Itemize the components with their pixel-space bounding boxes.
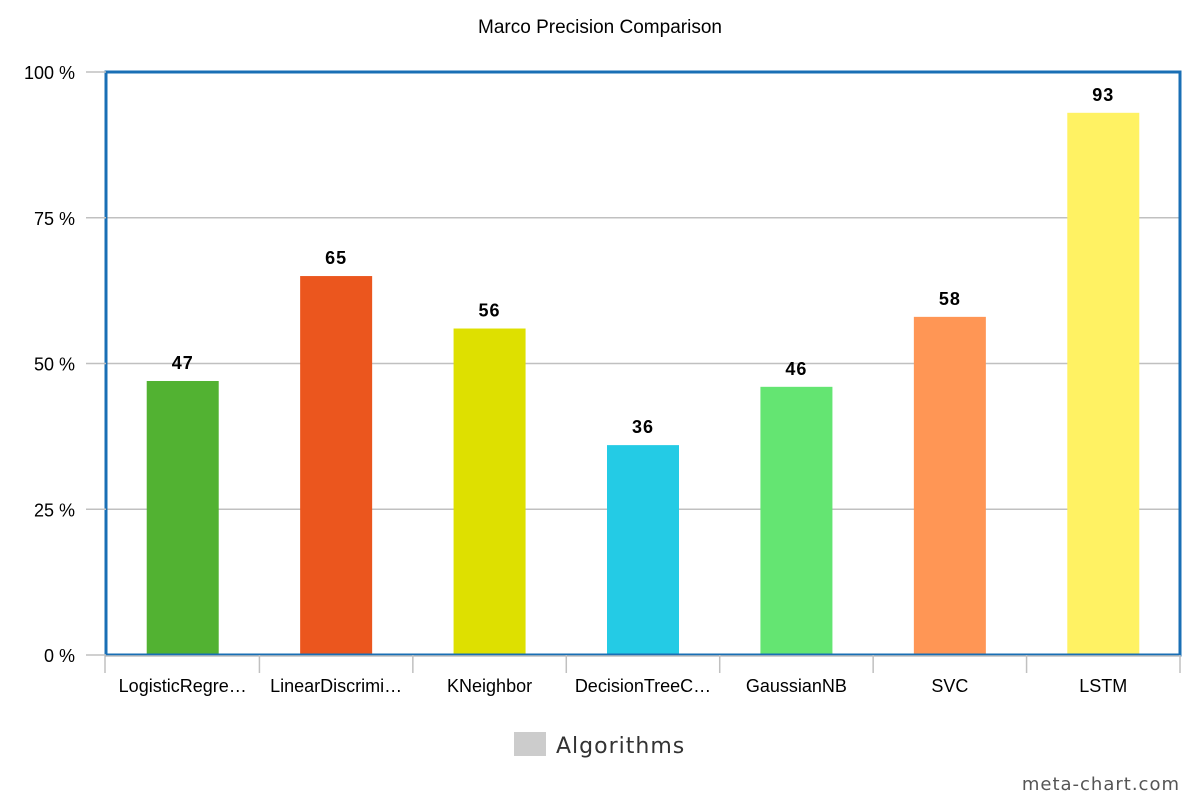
legend[interactable]: Algorithms — [514, 732, 685, 759]
y-tick-label: 0 % — [44, 646, 75, 666]
legend-label[interactable]: Algorithms — [556, 734, 685, 759]
bar[interactable] — [146, 380, 219, 655]
x-tick-label: LSTM — [1079, 676, 1127, 696]
bar[interactable] — [300, 276, 373, 655]
bar[interactable] — [1067, 112, 1140, 655]
x-tick-label: GaussianNB — [746, 676, 847, 696]
legend-swatch[interactable] — [514, 732, 546, 756]
data-label: 65 — [325, 248, 347, 268]
data-label: 93 — [1092, 85, 1114, 105]
data-label: 36 — [632, 417, 654, 437]
y-tick-label: 75 % — [34, 209, 75, 229]
x-tick-label: DecisionTreeC… — [575, 676, 711, 696]
data-label: 56 — [479, 301, 501, 321]
bar[interactable] — [453, 328, 526, 655]
x-tick-label: SVC — [931, 676, 968, 696]
bar[interactable] — [607, 445, 679, 655]
bars — [146, 112, 1140, 655]
watermark: meta-chart.com — [1022, 774, 1180, 795]
y-tick-label: 25 % — [34, 500, 75, 520]
data-label: 46 — [785, 359, 807, 379]
y-tick-label: 100 % — [24, 63, 75, 83]
bar[interactable] — [913, 316, 986, 655]
axes — [86, 71, 1181, 673]
data-label: 47 — [172, 353, 194, 373]
labels: 0 % 25 % 50 % 75 % 100 % 47 LogisticRegre… 65 Li… — [24, 63, 1127, 696]
y-tick-label: 50 % — [34, 355, 75, 375]
x-tick-label: KNeighbor — [447, 676, 532, 696]
chart-title: Marco Precision Comparison — [478, 17, 722, 38]
x-tick-label: LinearDiscrimi… — [270, 676, 402, 696]
x-tick-label: LogisticRegre… — [119, 676, 247, 696]
data-label: 58 — [939, 289, 961, 309]
bar[interactable] — [760, 386, 833, 655]
